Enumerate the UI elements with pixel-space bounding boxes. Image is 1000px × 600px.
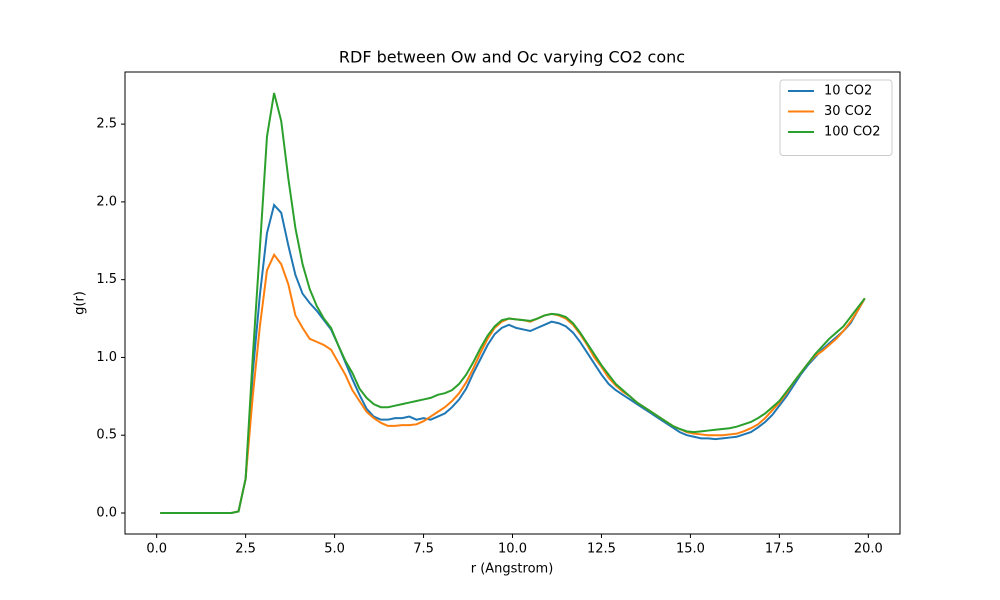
legend: 10 CO2 30 CO2 100 CO2 (779, 79, 893, 156)
y-tick-label: 2.5 (96, 117, 117, 132)
y-tick-label: 0.0 (96, 506, 117, 521)
x-axis-label: r (Angstrom) (471, 562, 554, 577)
x-tick-label: 0.0 (146, 542, 167, 557)
legend-label: 100 CO2 (824, 125, 881, 140)
y-tick-label: 2.0 (96, 194, 117, 209)
x-tick-label: 12.5 (587, 542, 616, 557)
legend-box (779, 79, 893, 156)
plot-frame (124, 71, 901, 535)
x-tick-label: 5.0 (324, 542, 345, 557)
chart-title: RDF between Ow and Oc varying CO2 conc (339, 48, 685, 67)
y-tick-label: 1.0 (96, 350, 117, 365)
legend-label: 30 CO2 (824, 104, 872, 119)
x-tick-label: 17.5 (765, 542, 794, 557)
y-axis-label: g(r) (73, 291, 88, 315)
legend-label: 10 CO2 (824, 84, 872, 99)
y-tick-label: 0.5 (96, 428, 117, 443)
y-tick-label: 1.5 (96, 272, 117, 287)
x-tick-label: 10.0 (498, 542, 527, 557)
series-line (160, 252, 866, 514)
x-tick-label: 2.5 (235, 542, 256, 557)
x-tick-label: 20.0 (854, 542, 883, 557)
x-tick-label: 15.0 (676, 542, 705, 557)
series-line (160, 92, 866, 514)
series-line (160, 202, 866, 514)
x-tick-label: 7.5 (413, 542, 434, 557)
